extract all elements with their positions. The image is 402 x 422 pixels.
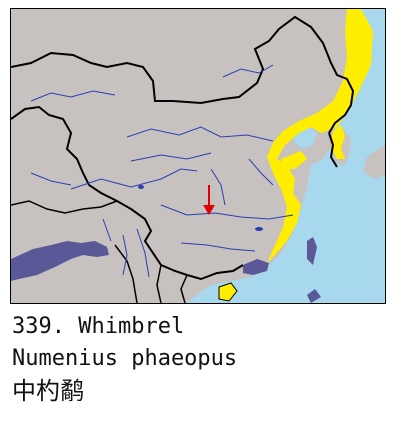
rivers xyxy=(30,64,294,278)
wintering-range-south xyxy=(243,259,269,275)
scientific-name: Numenius phaeopus xyxy=(12,346,238,371)
yellow-range-coast xyxy=(267,9,373,263)
species-number-and-name: 339. Whimbrel xyxy=(12,314,185,339)
hainan-island xyxy=(218,282,238,302)
land-mass xyxy=(11,9,357,303)
china-map-svg xyxy=(11,9,385,303)
chinese-name: 中杓鹬 xyxy=(12,377,84,405)
border-india xyxy=(11,200,118,214)
lake-1 xyxy=(255,227,263,231)
border-north xyxy=(11,15,355,134)
yellow-range-korea xyxy=(331,125,345,159)
wintering-range-west xyxy=(11,241,109,281)
border-korea xyxy=(328,132,338,168)
range-map xyxy=(10,8,386,304)
border-indochina xyxy=(114,244,188,303)
red-arrow-icon xyxy=(203,185,215,215)
border-west-south xyxy=(11,105,244,281)
wintering-range-islands xyxy=(307,289,321,303)
japan-fragment xyxy=(363,145,385,179)
yellow-range-shandong xyxy=(281,151,307,169)
taiwan-island xyxy=(307,237,317,265)
lake-2 xyxy=(138,185,144,189)
